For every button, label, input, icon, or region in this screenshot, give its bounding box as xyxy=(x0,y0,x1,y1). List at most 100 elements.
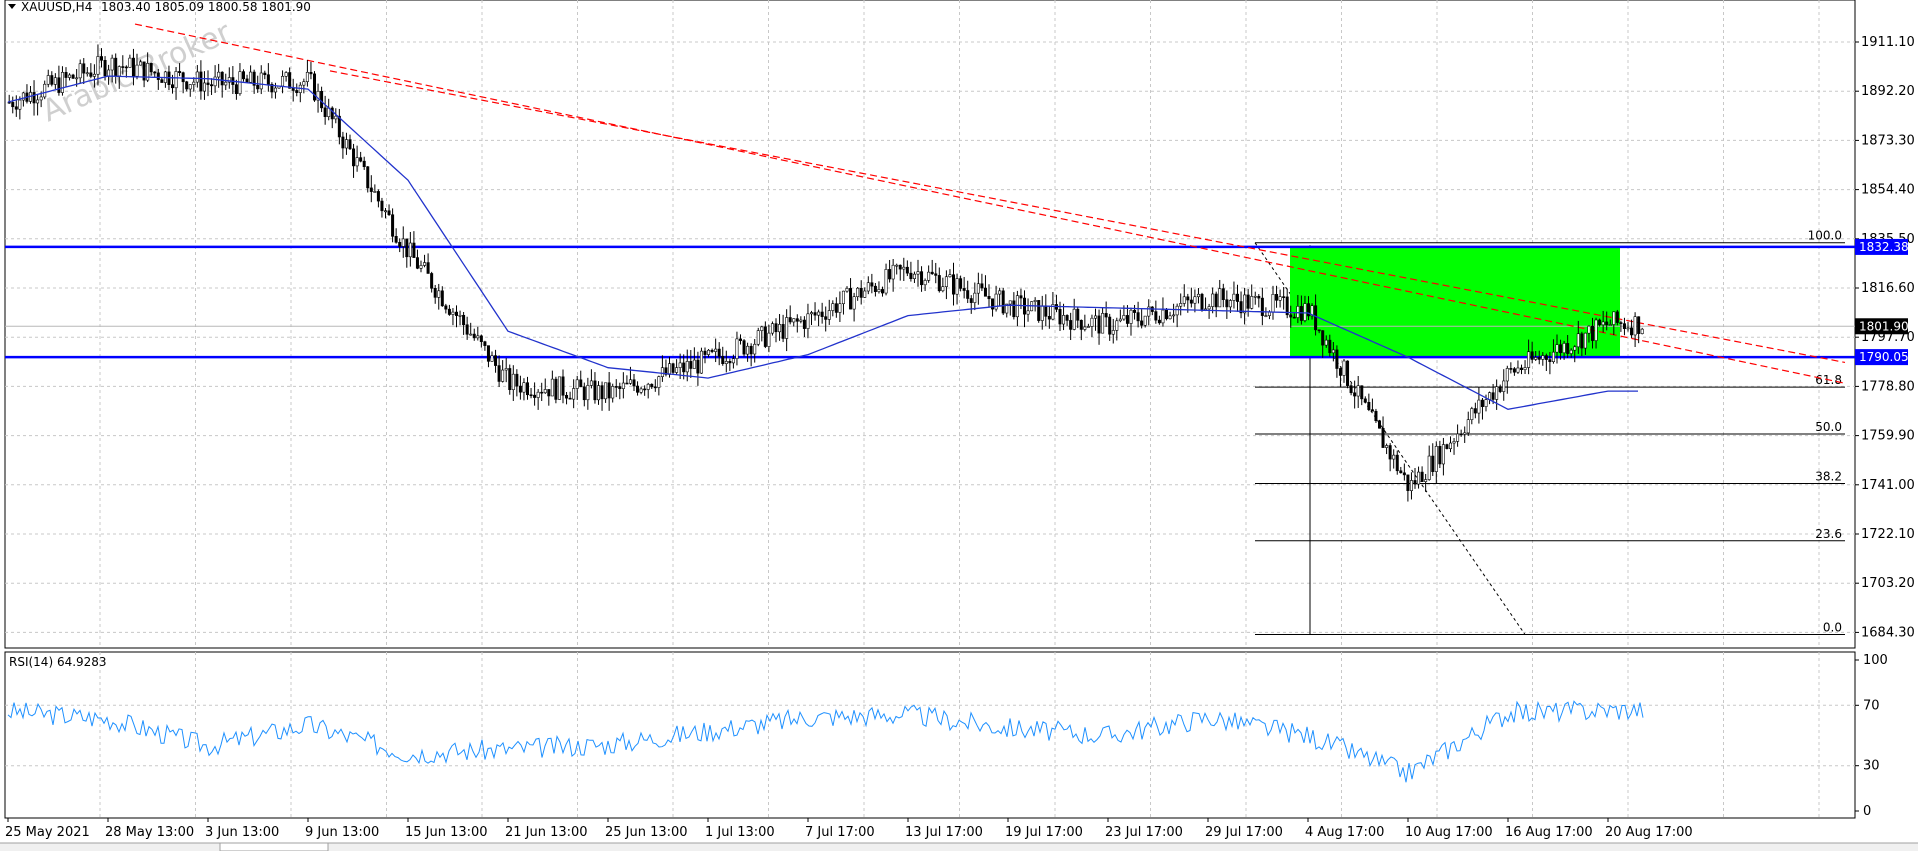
price-tick-label: 1778.80 xyxy=(1861,379,1915,394)
rsi-tick-label: 70 xyxy=(1863,698,1880,713)
candle-body xyxy=(721,356,725,364)
candle-body xyxy=(1062,315,1066,325)
candle-body xyxy=(1250,296,1254,309)
candle-body xyxy=(898,264,902,270)
candle-body xyxy=(1605,321,1609,326)
candle-body xyxy=(501,369,505,382)
candle-body xyxy=(1118,318,1122,322)
candle-body xyxy=(756,330,760,345)
candle-body xyxy=(930,271,934,275)
rsi-panel[interactable] xyxy=(4,651,1856,819)
current-price-box-text: 1801.90 xyxy=(1859,319,1909,333)
dropdown-arrow-icon[interactable] xyxy=(8,4,16,9)
candle-body xyxy=(273,87,277,93)
candle-body xyxy=(1566,343,1570,354)
candle-body xyxy=(944,276,948,287)
candle-body xyxy=(966,290,970,299)
candle-body xyxy=(920,271,924,286)
candle-body xyxy=(1218,288,1222,308)
candle-body xyxy=(884,269,888,294)
candle-body xyxy=(1243,294,1247,314)
candle-body xyxy=(671,363,675,373)
candle-body xyxy=(1033,300,1037,302)
candle-body xyxy=(252,71,256,86)
candle-body xyxy=(188,84,192,90)
candle-body xyxy=(1537,357,1541,360)
candle-body xyxy=(1431,455,1435,472)
time-tick-label: 1 Jul 13:00 xyxy=(705,825,775,840)
price-tick-label: 1759.90 xyxy=(1861,429,1915,444)
candle-body xyxy=(508,368,512,390)
candle-body xyxy=(1005,303,1009,314)
price-tick-label: 1684.30 xyxy=(1861,625,1915,640)
candle-body xyxy=(1551,351,1555,362)
candle-body xyxy=(550,378,554,397)
candle-body xyxy=(490,355,494,362)
candle-body xyxy=(657,376,661,388)
supply-zone-rect[interactable] xyxy=(1290,246,1620,358)
candle-body xyxy=(1147,306,1151,317)
candle-body xyxy=(955,278,959,295)
candle-body xyxy=(458,314,462,317)
candle-body xyxy=(1417,471,1421,485)
candle-body xyxy=(1044,305,1048,317)
candle-body xyxy=(1097,315,1101,334)
candle-body xyxy=(11,102,15,108)
candle-body xyxy=(1548,359,1552,362)
candle-body xyxy=(1289,314,1293,318)
time-tick-label: 7 Jul 17:00 xyxy=(805,825,875,840)
candle-body xyxy=(160,79,164,83)
candle-body xyxy=(1637,316,1641,334)
candle-body xyxy=(39,96,43,101)
candle-body xyxy=(1292,316,1296,319)
time-tick-label: 29 Jul 17:00 xyxy=(1205,825,1283,840)
candle-body xyxy=(1587,325,1591,334)
candle-body xyxy=(664,367,668,375)
candle-body xyxy=(948,274,952,278)
candle-body xyxy=(408,242,412,258)
candle-body xyxy=(107,69,111,77)
candle-body xyxy=(568,397,572,400)
candle-body xyxy=(522,382,526,393)
candle-body xyxy=(242,71,246,80)
candle-body xyxy=(735,338,739,359)
candle-body xyxy=(1569,349,1573,354)
candle-body xyxy=(738,338,742,341)
candle-body xyxy=(685,361,689,373)
candle-body xyxy=(18,99,22,110)
candle-body xyxy=(880,289,884,294)
candle-body xyxy=(1079,319,1083,330)
candle-body xyxy=(838,303,842,313)
candle-body xyxy=(483,341,487,346)
candle-body xyxy=(1168,315,1172,320)
candle-body xyxy=(845,288,849,292)
candle-body xyxy=(1516,367,1520,373)
candle-body xyxy=(1630,327,1634,336)
candle-body xyxy=(813,312,817,316)
candle-body xyxy=(575,379,579,389)
candle-body xyxy=(316,90,320,101)
candle-body xyxy=(1392,454,1396,460)
candle-body xyxy=(1335,349,1339,369)
candle-body xyxy=(809,312,813,315)
candle-body xyxy=(210,84,214,87)
candle-body xyxy=(1420,471,1424,482)
candle-body xyxy=(135,64,139,77)
candle-body xyxy=(572,388,576,400)
candle-body xyxy=(579,379,583,388)
trend-line-2[interactable] xyxy=(329,70,1846,364)
candle-body xyxy=(1236,293,1240,302)
candle-body xyxy=(866,282,870,292)
candle-body xyxy=(639,388,643,393)
candle-body xyxy=(131,57,135,77)
chart-tab-active[interactable] xyxy=(219,842,329,851)
candle-body xyxy=(1406,474,1410,491)
candle-body xyxy=(1523,367,1527,370)
candle-body xyxy=(728,361,732,364)
trend-line-1[interactable] xyxy=(134,23,1846,384)
candle-body xyxy=(373,191,377,193)
candle-body xyxy=(998,290,1002,295)
candle-body xyxy=(746,345,750,355)
candle-body xyxy=(78,63,82,79)
green-zone[interactable] xyxy=(1290,246,1620,358)
